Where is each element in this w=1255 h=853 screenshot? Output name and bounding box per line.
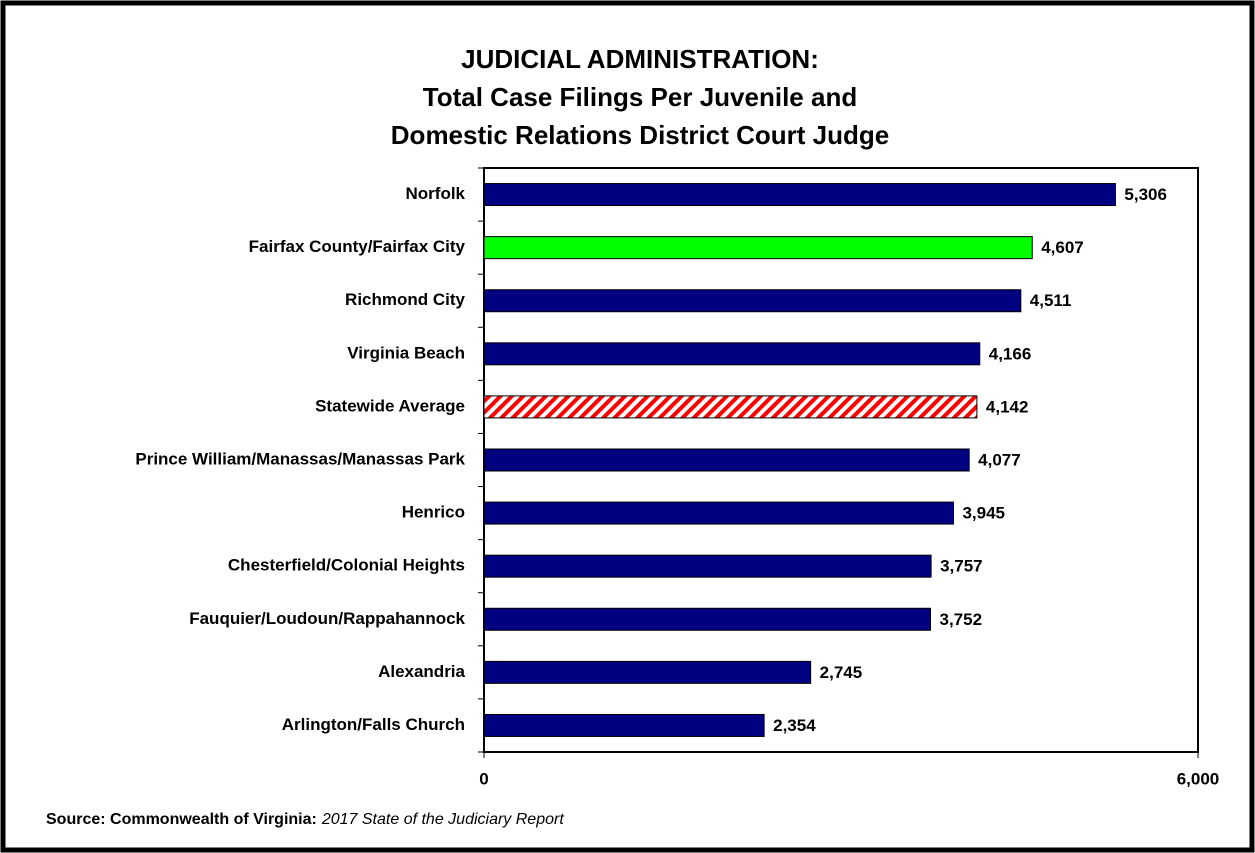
value-label: 3,752 [939,610,982,629]
x-tick-label: 6,000 [1177,769,1220,788]
y-tick-label: Fauquier/Loudoun/Rappahannock [189,609,465,628]
y-tick-label: Arlington/Falls Church [282,715,465,734]
bar [483,713,765,737]
value-label: 3,945 [962,504,1005,523]
value-label: 5,306 [1124,185,1167,204]
value-label: 4,142 [986,397,1029,416]
chart-title: Domestic Relations District Court Judge [391,120,889,150]
value-label: 4,077 [978,450,1021,469]
value-label: 3,757 [940,557,983,576]
y-tick-label: Statewide Average [315,396,465,415]
value-label: 2,354 [773,716,816,735]
value-label: 4,607 [1041,238,1084,257]
chart-title: Total Case Filings Per Juvenile and [423,82,857,112]
y-tick-label: Henrico [402,503,465,522]
x-tick-label: 0 [479,769,488,788]
y-tick-label: Norfolk [406,184,466,203]
bar [483,501,954,525]
y-tick-label: Richmond City [345,290,465,309]
bar [483,183,1116,207]
value-label: 4,166 [989,344,1032,363]
bar [483,554,932,578]
y-tick-label: Virginia Beach [347,343,465,362]
y-tick-label: Chesterfield/Colonial Heights [228,556,465,575]
source-text: Source: Commonwealth of Virginia: [46,811,317,828]
source-title: 2017 State of the Judiciary Report [321,811,564,828]
value-label: 4,511 [1030,291,1072,310]
source: Source: Commonwealth of Virginia: 2017 St… [46,811,564,828]
value-label: 2,745 [820,663,863,682]
y-tick-label: Fairfax County/Fairfax City [249,237,466,256]
bar [483,342,981,366]
bar [483,395,978,419]
bar [483,448,970,472]
bar [483,607,931,631]
bar [483,660,812,684]
bar [483,289,1022,313]
y-tick-label: Prince William/Manassas/Manassas Park [135,449,465,468]
chart-title: JUDICIAL ADMINISTRATION: [461,44,819,74]
y-tick-label: Alexandria [378,662,465,681]
bar [483,236,1033,260]
